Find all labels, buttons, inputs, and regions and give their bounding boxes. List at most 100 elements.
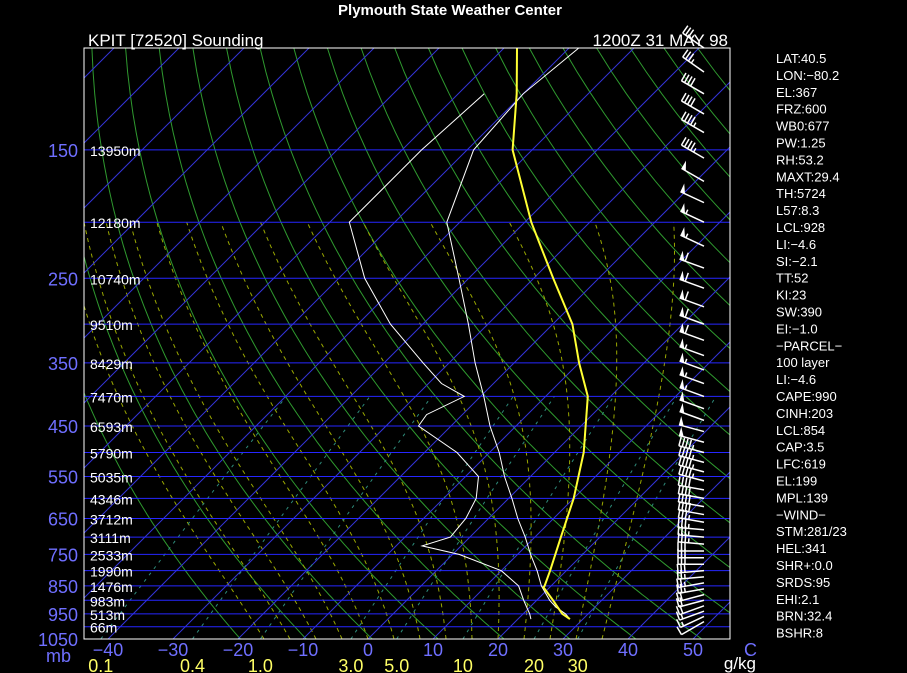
barb-feather <box>676 563 679 573</box>
barb-stem <box>678 464 705 473</box>
barb-stem <box>679 605 705 616</box>
barb-feather <box>689 77 696 87</box>
stat-line: PW:1.25 <box>776 136 826 151</box>
stat-line: SW:390 <box>776 305 822 320</box>
barb-stem <box>682 56 705 73</box>
barb-half-feather <box>690 34 695 40</box>
barb-half-feather <box>683 587 687 593</box>
barb-feather <box>683 94 690 104</box>
barb-feather <box>684 486 688 496</box>
pressure-tick-label: 250 <box>48 269 78 289</box>
stat-line: STM:281/23 <box>776 524 847 539</box>
isotherm <box>302 211 730 639</box>
barb-stem <box>679 297 705 308</box>
barb-stem <box>680 190 705 204</box>
dry-adiabat <box>427 48 730 436</box>
barb-half-feather <box>692 122 697 127</box>
barb-stem <box>678 517 705 524</box>
height-label: 6593m <box>90 419 133 435</box>
barb-feather <box>688 449 693 459</box>
dry-adiabat <box>326 48 730 569</box>
stat-line: KI:23 <box>776 288 806 303</box>
barb-feather <box>684 448 689 458</box>
moist-adiabat <box>575 222 618 639</box>
dry-adiabat <box>528 48 730 307</box>
barb-stem <box>680 615 705 629</box>
wind-barb <box>679 270 705 289</box>
barb-feather <box>680 92 687 102</box>
height-label: 983m <box>90 593 125 609</box>
isotherm <box>172 81 730 639</box>
barb-stem <box>678 509 705 516</box>
barb-feather <box>676 578 680 588</box>
stat-line: EL:199 <box>776 474 817 489</box>
barb-stem <box>678 582 705 589</box>
height-label: 66m <box>90 620 117 636</box>
stat-line: CAPE:990 <box>776 389 837 404</box>
temperature-line <box>446 48 580 620</box>
height-label: 5035m <box>90 469 133 485</box>
mixing-ratio-line <box>396 396 555 639</box>
wind-barb <box>675 610 705 621</box>
stat-line: WB0:677 <box>776 119 829 134</box>
wind-barb <box>677 518 705 531</box>
isotherm <box>84 48 440 404</box>
barb-pennant <box>680 203 685 214</box>
pressure-unit-label: mb <box>46 646 71 666</box>
wind-barb <box>675 597 705 608</box>
isotherm <box>497 406 730 639</box>
pressure-tick-label: 950 <box>48 605 78 625</box>
moist-adiabat <box>508 221 571 639</box>
stat-line: TH:5724 <box>776 186 826 201</box>
barb-half-feather <box>683 581 687 587</box>
barb-half-feather <box>691 464 695 469</box>
barb-feather <box>684 51 692 60</box>
wind-barb <box>681 160 705 183</box>
barb-feather <box>681 466 686 476</box>
wind-barb <box>679 338 705 357</box>
mixing-ratio-line <box>350 396 514 639</box>
barb-feather <box>680 563 683 573</box>
barb-pennant <box>678 426 684 437</box>
height-label: 3111m <box>90 530 131 546</box>
wind-barb <box>677 476 705 491</box>
dry-adiabat <box>596 48 730 221</box>
barb-stem <box>681 621 705 636</box>
barb-pennant <box>679 289 685 300</box>
wind-barb <box>678 416 705 433</box>
wind-barb <box>679 322 705 342</box>
barb-half-feather <box>691 444 695 450</box>
isotherm <box>0 48 49 639</box>
barb-feather <box>679 583 683 593</box>
barb-half-feather <box>687 515 691 520</box>
barb-pennant <box>678 416 684 427</box>
wind-barb <box>679 289 705 308</box>
dry-adiabat <box>226 48 637 639</box>
parcel-line <box>511 48 589 620</box>
wind-barb <box>676 563 705 574</box>
stat-line: −PARCEL− <box>776 338 842 353</box>
mixing-ratio-tick-label: 5.0 <box>384 656 409 673</box>
barb-pennant <box>679 322 685 334</box>
stat-line: SHR+:0.0 <box>776 558 833 573</box>
barb-stem <box>678 541 705 545</box>
chart-title: Plymouth State Weather Center <box>338 2 562 19</box>
stat-line: FRZ:600 <box>776 102 827 117</box>
wind-barbs <box>675 25 705 636</box>
wind-barb <box>679 403 705 422</box>
isotherm <box>84 48 245 209</box>
barb-stem <box>680 234 705 247</box>
barb-feather <box>684 291 689 301</box>
stat-line: −WIND− <box>776 507 826 522</box>
height-label: 1476m <box>90 579 133 595</box>
barb-feather <box>678 456 682 466</box>
barb-half-feather <box>684 344 688 350</box>
barb-feather <box>681 447 686 457</box>
barb-half-feather <box>691 454 695 460</box>
barb-feather <box>681 457 686 467</box>
barb-stem <box>678 599 705 608</box>
mixing-ratio-tick-label: 3.0 <box>338 656 363 673</box>
height-label: 9510m <box>90 317 133 333</box>
barb-feather <box>675 605 681 615</box>
barb-feather <box>687 53 695 62</box>
